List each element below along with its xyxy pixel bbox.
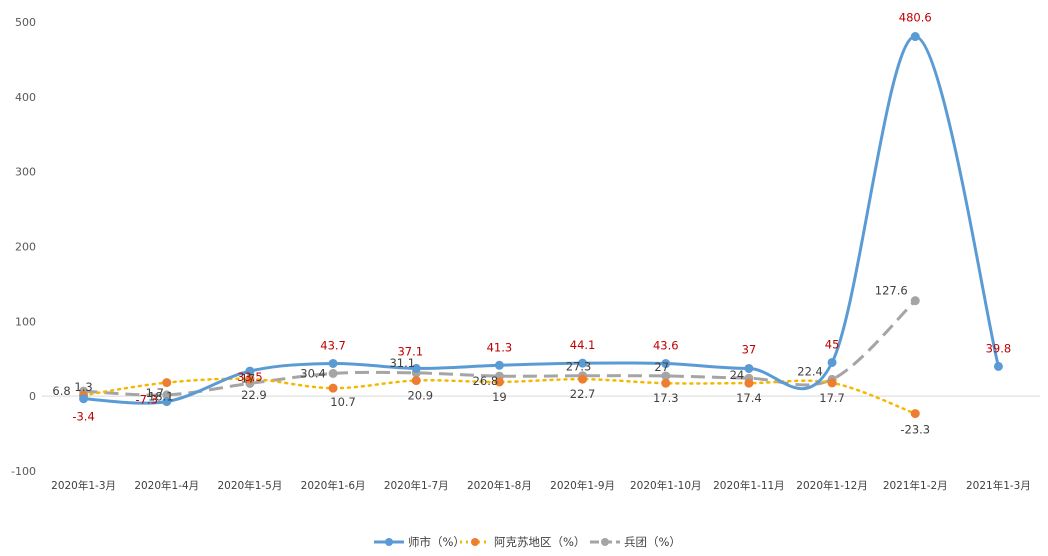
data-point: [328, 383, 338, 393]
data-label: 43.6: [653, 339, 679, 353]
series-line-0: [82, 35, 1000, 405]
x-tick-label: 2021年1-3月: [966, 479, 1031, 492]
data-point: [494, 360, 504, 370]
legend-swatch-marker: [385, 538, 393, 546]
data-point: [910, 32, 920, 42]
x-tick-label: 2020年1-4月: [134, 479, 199, 492]
data-label: 45: [825, 337, 840, 351]
y-tick-label: -100: [11, 465, 36, 478]
x-tick-label: 2021年1-2月: [883, 479, 948, 492]
data-point: [827, 378, 837, 388]
x-tick-label: 2020年1-9月: [550, 479, 615, 492]
y-tick-label: 0: [29, 390, 36, 403]
x-tick-label: 2020年1-10月: [630, 479, 702, 492]
data-label: 22.9: [241, 388, 267, 402]
data-label: 10.7: [330, 395, 356, 409]
data-label: 27: [654, 360, 669, 374]
data-label: 22.4: [797, 364, 823, 378]
x-tick-label: 2020年1-7月: [384, 479, 449, 492]
x-tick-label: 2020年1-8月: [467, 479, 532, 492]
data-label: 37.1: [397, 344, 423, 358]
data-label: 44.1: [570, 338, 596, 352]
data-label: 127.6: [875, 284, 908, 298]
data-point: [245, 366, 255, 376]
data-label: 19: [492, 390, 507, 404]
data-point: [328, 358, 338, 368]
data-point: [744, 378, 754, 388]
legend-label: 兵团（%）: [624, 535, 681, 549]
data-label: 1.3: [74, 380, 92, 394]
data-point: [661, 378, 671, 388]
data-point: [79, 394, 89, 404]
data-label: 26.8: [473, 374, 499, 388]
y-tick-label: 100: [15, 315, 36, 328]
data-point: [411, 376, 421, 386]
data-label: 30.4: [300, 366, 326, 380]
y-tick-label: 200: [15, 241, 36, 254]
data-point: [744, 363, 754, 373]
data-point: [162, 378, 172, 388]
data-label: 39.8: [986, 341, 1012, 355]
legend-label: 师市（%）: [408, 535, 465, 549]
data-label: 33.5: [237, 370, 263, 384]
data-label: 24: [730, 368, 745, 382]
legend-label: 阿克苏地区（%）: [494, 535, 585, 549]
legend-swatch-marker: [601, 538, 609, 546]
data-point: [328, 368, 338, 378]
data-label: 41.3: [487, 340, 513, 354]
data-label: -7.3: [136, 393, 158, 407]
data-point: [494, 377, 504, 387]
data-label: 18.1: [148, 390, 174, 404]
data-label: 6.8: [52, 384, 70, 398]
data-label: 480.6: [899, 11, 932, 25]
x-tick-label: 2020年1-12月: [796, 479, 868, 492]
x-tick-label: 2020年1-11月: [713, 479, 785, 492]
data-point: [910, 296, 920, 306]
data-point: [578, 358, 588, 368]
data-point: [411, 363, 421, 373]
x-tick-label: 2020年1-3月: [51, 479, 116, 492]
y-tick-label: 400: [15, 91, 36, 104]
data-label: 37: [742, 342, 757, 356]
y-tick-label: 300: [15, 166, 36, 179]
data-label: 31.1: [389, 356, 415, 370]
data-label: 27.3: [566, 360, 592, 374]
legend-swatch-marker: [471, 538, 479, 546]
data-point: [993, 361, 1003, 371]
data-point: [910, 409, 920, 419]
data-point: [162, 397, 172, 407]
data-label: 1.7: [146, 386, 164, 400]
data-point: [578, 374, 588, 384]
data-label: 20.9: [407, 389, 433, 403]
data-label: 17.4: [736, 391, 762, 405]
data-label: -23.3: [900, 423, 930, 437]
data-label: 17: [241, 371, 256, 385]
x-tick-label: 2020年1-5月: [217, 479, 282, 492]
y-tick-label: 500: [15, 16, 36, 29]
data-label: 17.7: [819, 391, 845, 405]
data-label: 43.7: [320, 338, 346, 352]
x-tick-label: 2020年1-6月: [301, 479, 366, 492]
data-label: 17.3: [653, 391, 679, 405]
data-label: -3.4: [72, 410, 94, 424]
data-label: 22.7: [570, 387, 596, 401]
data-point: [661, 359, 671, 369]
data-point: [827, 357, 837, 367]
